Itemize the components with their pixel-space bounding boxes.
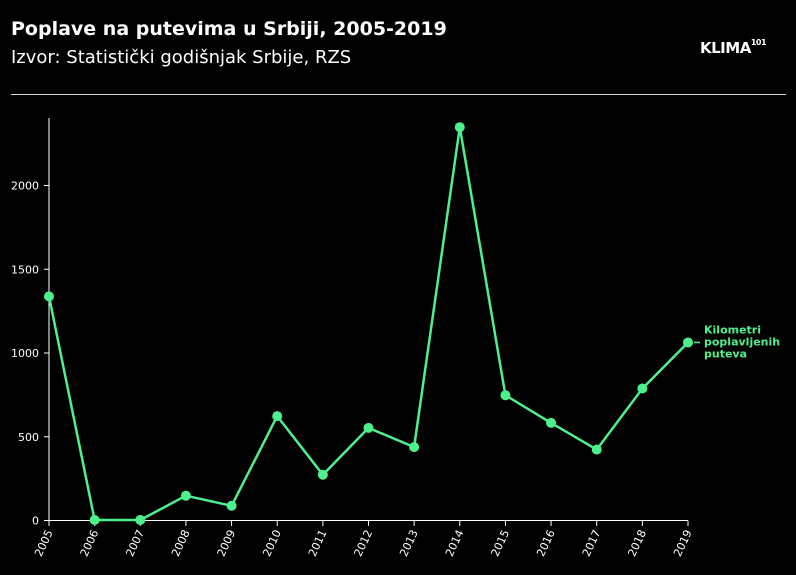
x-tick-label: 2016 <box>534 528 558 559</box>
data-point <box>180 490 191 501</box>
x-tick-label: 2019 <box>671 528 695 559</box>
data-point <box>546 417 557 428</box>
x-tick-label: 2011 <box>306 528 330 559</box>
x-tick-label: 2008 <box>169 528 193 559</box>
data-point <box>591 444 602 455</box>
x-tick-label: 2013 <box>397 528 421 559</box>
y-tick-label: 1500 <box>11 263 39 276</box>
logo-text: KLIMA <box>700 39 751 57</box>
series-label-line: puteva <box>704 347 747 360</box>
chart-title: Poplave na putevima u Srbiji, 2005-2019 <box>11 18 447 40</box>
logo-superscript: 101 <box>750 38 767 47</box>
x-tick-label: 2018 <box>625 528 649 559</box>
y-tick-label: 0 <box>32 515 39 528</box>
x-tick-label: 2009 <box>215 528 239 559</box>
x-tick-label: 2007 <box>123 528 147 559</box>
data-point <box>409 442 420 453</box>
x-tick-label: 2015 <box>489 528 513 559</box>
x-tick-label: 2006 <box>78 528 102 559</box>
data-point <box>44 291 54 302</box>
x-tick-label: 2017 <box>580 528 604 559</box>
x-tick-label: 2012 <box>352 528 376 559</box>
y-tick-label: 500 <box>18 431 39 444</box>
data-point <box>454 122 465 133</box>
data-point <box>226 500 237 511</box>
x-tick-label: 2005 <box>32 528 56 559</box>
series-label: Kilometri poplavljenih puteva <box>704 323 780 360</box>
data-point <box>683 337 693 348</box>
data-point <box>363 422 374 433</box>
series-label-line: Kilometri <box>704 323 761 336</box>
data-point <box>637 383 648 394</box>
header-divider <box>11 94 786 95</box>
data-point <box>89 515 100 525</box>
series-label-line: poplavljenih <box>704 335 780 348</box>
chart-subtitle: Izvor: Statistički godišnjak Srbije, RZS <box>11 47 352 68</box>
x-tick-label: 2014 <box>443 528 467 559</box>
klima101-logo: KLIMA101 <box>700 38 767 57</box>
x-tick-label: 2010 <box>260 528 284 559</box>
y-tick-label: 2000 <box>11 180 39 193</box>
data-point <box>500 390 511 401</box>
data-point <box>135 515 146 525</box>
data-point <box>272 411 283 422</box>
data-point <box>317 469 328 480</box>
series-line <box>47 125 689 522</box>
y-tick-label: 1000 <box>11 347 39 360</box>
